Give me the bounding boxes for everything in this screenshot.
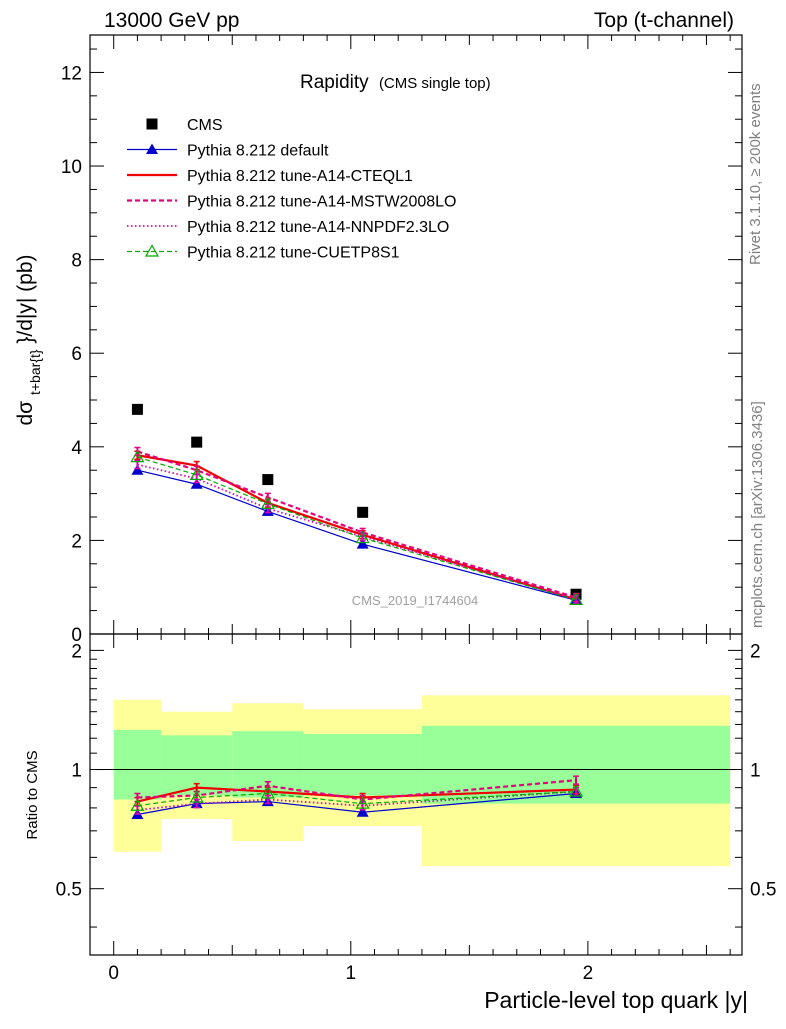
ratio-ytick-label-right: 1 bbox=[750, 761, 761, 782]
main-ylabel-tail: }/d|y| (pb) bbox=[14, 255, 37, 344]
ratio-point-cuetp8s1-4 bbox=[569, 784, 584, 797]
ratio-band-inner bbox=[113, 729, 162, 800]
legend-entry-default: Pythia 8.212 default bbox=[127, 143, 329, 160]
ratio-xtick-label: 2 bbox=[583, 963, 594, 984]
legend-entry-cuetp8s1: Pythia 8.212 tune-CUETP8S1 bbox=[127, 244, 400, 262]
main-ytick-label: 12 bbox=[61, 63, 82, 84]
main-point-default-3 bbox=[356, 538, 369, 549]
main-ytick-label: 6 bbox=[71, 344, 82, 365]
ratio-point-cuetp8s1-2 bbox=[260, 786, 275, 799]
ratio-plot-area bbox=[90, 695, 742, 867]
main-ytick-label: 8 bbox=[71, 251, 82, 272]
ratio-point-cuetp8s1-3 bbox=[355, 796, 370, 809]
ratio-point-default-3 bbox=[356, 806, 369, 817]
main-plot-area bbox=[130, 403, 584, 605]
legend-label-a14_cteql1: Pythia 8.212 tune-A14-CTEQL1 bbox=[187, 168, 413, 185]
ratio-band-inner bbox=[303, 733, 422, 796]
main-point-cms-3 bbox=[357, 506, 369, 518]
main-point-cuetp8s1-4 bbox=[569, 592, 584, 605]
legend-label-cuetp8s1: Pythia 8.212 tune-CUETP8S1 bbox=[187, 245, 400, 262]
ratio-line-a14_nnpdf bbox=[137, 790, 577, 811]
legend-marker-cms bbox=[146, 118, 158, 130]
mcplots-label: mcplots.cern.ch [arXiv:1306.3436] bbox=[749, 401, 766, 628]
main-ylabel-main: dσ bbox=[14, 401, 37, 426]
main-point-cuetp8s1-1 bbox=[189, 467, 204, 480]
main-ytick-label: 0 bbox=[71, 625, 82, 646]
ratio-line-cuetp8s1 bbox=[137, 790, 577, 807]
main-series-a14_mstw bbox=[134, 446, 580, 603]
legend-label-cms: CMS bbox=[187, 117, 223, 134]
legend: CMS Pythia 8.212 default Pythia 8.212 tune… bbox=[127, 117, 456, 262]
header-right: Top (t-channel) bbox=[594, 9, 734, 32]
analysis-watermark: CMS_2019_I1744604 bbox=[352, 593, 479, 608]
legend-marker-default bbox=[146, 143, 158, 154]
main-point-cms-1 bbox=[191, 436, 203, 448]
legend-label-a14_nnpdf: Pythia 8.212 tune-A14-NNPDF2.3LO bbox=[187, 219, 449, 236]
main-point-cuetp8s1-0 bbox=[130, 449, 145, 463]
plot-title-sub: (CMS single top) bbox=[379, 75, 491, 92]
ratio-series-cuetp8s1 bbox=[130, 784, 584, 811]
main-series-cuetp8s1 bbox=[130, 449, 584, 605]
ratio-ylabel: Ratio to CMS bbox=[24, 750, 41, 839]
main-ylabel-sub: t+bar{t} bbox=[27, 349, 43, 395]
main-ytick-label: 4 bbox=[71, 438, 82, 459]
ratio-ytick-label: 2 bbox=[71, 641, 82, 662]
legend-entry-cms: CMS bbox=[146, 117, 223, 134]
ratio-xtick-label: 0 bbox=[108, 963, 119, 984]
ratio-xtick-label: 1 bbox=[346, 963, 357, 984]
ratio-frame bbox=[89, 633, 743, 956]
legend-marker-cuetp8s1 bbox=[144, 244, 160, 257]
main-series-cms bbox=[131, 403, 582, 600]
legend-entry-a14_mstw: Pythia 8.212 tune-A14-MSTW2008LO bbox=[127, 194, 456, 211]
ratio-point-cuetp8s1-0 bbox=[130, 798, 145, 811]
ratio-xlabel: Particle-level top quark |y| bbox=[484, 987, 748, 1013]
legend-label-a14_mstw: Pythia 8.212 tune-A14-MSTW2008LO bbox=[187, 194, 456, 211]
header-left: 13000 GeV pp bbox=[104, 9, 239, 32]
main-point-cms-0 bbox=[131, 403, 143, 415]
main-line-a14_nnpdf bbox=[137, 463, 577, 601]
rivet-label: Rivet 3.1.10, ≥ 200k events bbox=[747, 83, 764, 265]
ratio-ytick-label-right: 2 bbox=[750, 641, 761, 662]
main-series-default bbox=[131, 464, 583, 605]
ratio-ytick-label-right: 0.5 bbox=[750, 880, 776, 901]
legend-label-default: Pythia 8.212 default bbox=[187, 143, 329, 160]
main-point-default-0 bbox=[131, 464, 144, 475]
legend-entry-a14_nnpdf: Pythia 8.212 tune-A14-NNPDF2.3LO bbox=[127, 219, 449, 236]
main-point-cuetp8s1-2 bbox=[260, 496, 275, 510]
ratio-point-cuetp8s1-1 bbox=[189, 790, 204, 803]
main-ytick-label: 2 bbox=[71, 531, 82, 552]
main-ylabel: dσ t+bar{t} }/d|y| (pb) bbox=[14, 255, 45, 426]
legend-entry-a14_cteql1: Pythia 8.212 tune-A14-CTEQL1 bbox=[127, 168, 413, 185]
main-line-cuetp8s1 bbox=[137, 456, 577, 601]
ratio-ytick-label: 1 bbox=[71, 761, 82, 782]
ratio-ytick-label: 0.5 bbox=[56, 880, 82, 901]
main-point-cuetp8s1-3 bbox=[355, 530, 370, 544]
main-line-a14_mstw bbox=[137, 450, 577, 599]
main-point-cms-2 bbox=[262, 474, 274, 486]
main-point-default-1 bbox=[190, 478, 203, 489]
main-ytick-label: 10 bbox=[61, 157, 82, 178]
plot-title-main: Rapidity bbox=[300, 72, 369, 93]
plot-title: Rapidity (CMS single top) bbox=[300, 72, 491, 93]
